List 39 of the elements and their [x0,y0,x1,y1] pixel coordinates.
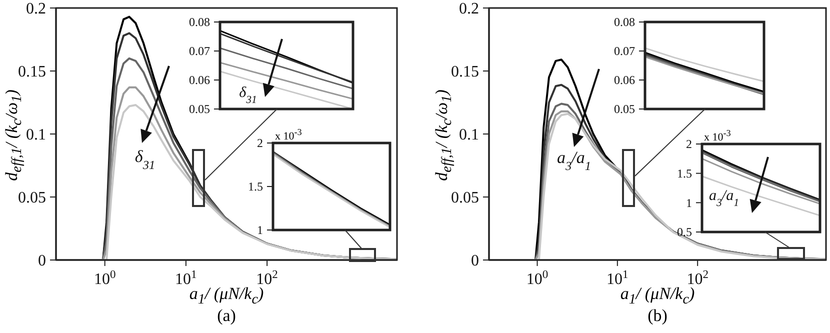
y-tick-label: 0.06 [614,73,635,88]
y-tick-label: 0.15 [18,64,46,81]
text: (b) [646,306,668,326]
y-tick-label: 0.05 [614,102,635,116]
y-axis-title: x 10$^{-3}$ [704,128,731,144]
y-tick-label: 0.1 [26,126,46,144]
y-tick-label: 0.5 [677,225,692,240]
y-tick-label: 0.2 [26,0,46,18]
y-tick-label: 0.05 [451,190,479,207]
line-series [702,158,820,205]
y-tick-label: 0.2 [459,0,479,18]
y-tick-label: 0.07 [189,44,210,58]
y-tick-label: 0.08 [189,15,210,30]
y-tick-label: 1.5 [677,166,692,181]
y-tick-label: 0.1 [459,126,479,144]
annotation: δ$_{31}$ [239,85,257,106]
line-series [220,70,353,109]
annotation: a$_{3}$/a$_{1}$ [557,148,591,173]
y-tick-label: 0 [471,252,479,270]
x-tick-label: 10$^{0}$ [526,269,548,288]
y-tick-label: 0.15 [451,64,479,81]
y-tick-label: 0.06 [189,73,210,88]
text: (a) [216,306,237,326]
y-tick-label: 0.07 [614,44,635,58]
annotation: a$_{3}$/a$_{1}$ [709,188,739,209]
y-tick-label: 0.08 [614,15,635,30]
line-series [702,176,820,216]
y-axis-title: x 10$^{-3}$ [275,127,302,143]
y-tick-label: 1.5 [248,180,263,194]
line-series [645,47,764,82]
y-tick-label: 0.05 [18,190,46,207]
y-tick-label: 1 [686,196,692,210]
annotation: δ$_{31}$ [134,147,156,172]
y-tick-label: 0 [38,252,46,270]
y-tick-label: 1 [257,223,263,238]
x-tick-label: 10$^{0}$ [94,269,116,288]
y-tick-label: 2 [686,137,692,152]
y-tick-label: 0.05 [189,102,210,116]
y-tick-label: 2 [257,136,263,150]
